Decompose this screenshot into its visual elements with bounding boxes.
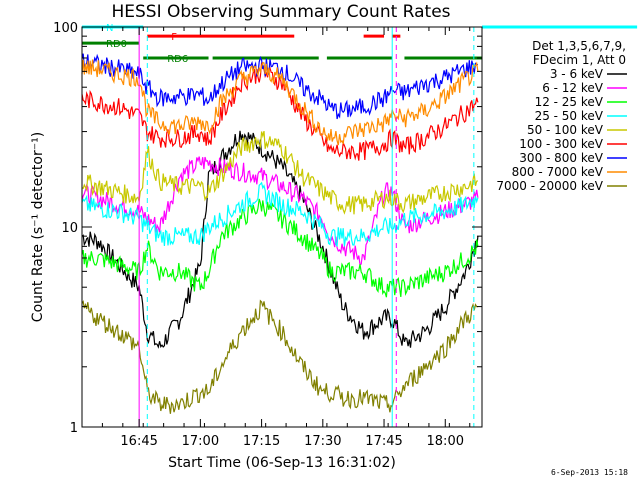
series-lines xyxy=(81,53,479,414)
legend-label: 25 - 50 keV xyxy=(535,109,604,123)
x-tick-label: 17:30 xyxy=(304,434,341,449)
y-tick-label: 10 xyxy=(61,221,78,236)
legend-label: 800 - 7000 keV xyxy=(512,165,604,179)
flag-label-N: N xyxy=(106,23,113,34)
legend-label: 12 - 25 keV xyxy=(535,95,604,109)
legend-label: 300 - 800 keV xyxy=(519,151,603,165)
x-tick-label: 17:00 xyxy=(182,434,219,449)
flag-label-RD6: RD6 xyxy=(167,54,188,65)
legend-label: 100 - 300 keV xyxy=(519,137,603,151)
chart-title: HESSI Observing Summary Count Rates xyxy=(111,2,450,22)
flag-label-F: F xyxy=(171,32,177,43)
date-stamp: 6-Sep-2013 15:18 xyxy=(551,468,628,477)
y-tick-label: 100 xyxy=(53,21,78,36)
legend-label: 7000 - 20000 keV xyxy=(496,179,603,193)
legend-label: 6 - 12 keV xyxy=(542,81,604,95)
y-tick-label: 1 xyxy=(70,421,78,436)
legend-header-line1: Det 1,3,5,6,7,9, xyxy=(532,39,626,53)
series-line-800to7000keV xyxy=(81,59,479,146)
flag-label-RD0: RD0 xyxy=(106,39,127,50)
x-axis-ticks: 16:45 17:00 17:15 17:30 17:45 18:00 xyxy=(81,27,471,449)
legend-header-line2: FDecim 1, Att 0 xyxy=(533,53,626,67)
x-tick-label: 17:45 xyxy=(365,434,402,449)
x-tick-label: 18:00 xyxy=(427,434,464,449)
x-tick-label: 17:15 xyxy=(243,434,280,449)
legend-label: 3 - 6 keV xyxy=(550,67,604,81)
flag-bars: N F RD0 RD6 xyxy=(82,23,638,65)
legend-label: 50 - 100 keV xyxy=(527,123,604,137)
series-line-7000to20000keV xyxy=(81,299,478,414)
y-axis-label: Count Rate (s⁻¹ detector⁻¹) xyxy=(30,132,46,322)
x-axis-label: Start Time (06-Sep-13 16:31:02) xyxy=(168,455,396,471)
series-line-12to25keV xyxy=(81,198,479,298)
x-tick-label: 16:45 xyxy=(120,434,157,449)
series-line-3to6keV xyxy=(81,130,479,349)
y-axis-ticks: 1 10 100 xyxy=(53,21,482,436)
